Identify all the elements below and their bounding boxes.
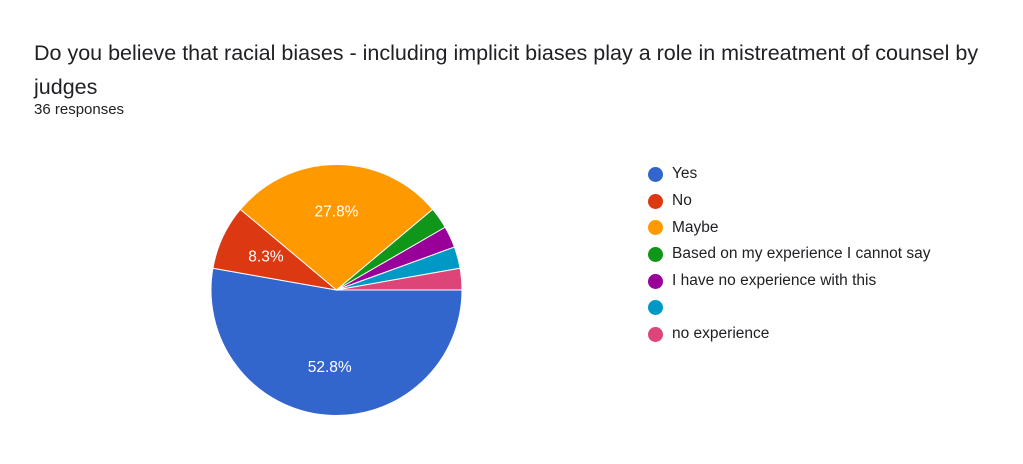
legend-item-4: I have no experience with this [648, 268, 930, 295]
legend-swatch-1 [648, 193, 663, 209]
legend-item-1: No [648, 188, 930, 215]
legend-swatch-4 [648, 273, 663, 289]
legend-item-3: Based on my experience I cannot say [648, 241, 930, 268]
legend-label-3: Based on my experience I cannot say [672, 245, 931, 263]
legend-item-5 [648, 294, 930, 321]
legend-item-0: Yes [648, 161, 930, 188]
legend-swatch-2 [648, 220, 663, 236]
legend-swatch-6 [648, 326, 663, 342]
chart-title: Do you believe that racial biases - incl… [34, 41, 979, 99]
pie-slice-0 [210, 267, 463, 416]
chart-legend: Yes No Maybe Based on my experience I canno… [648, 161, 930, 348]
legend-swatch-3 [648, 246, 663, 262]
legend-label-1: No [672, 192, 692, 210]
pie-slice-label-1: 8.3% [248, 249, 284, 266]
legend-item-6: no experience [648, 321, 930, 348]
legend-label-6: no experience [672, 325, 770, 343]
pie-slice-6 [336, 267, 463, 291]
legend-label-4: I have no experience with this [672, 272, 877, 290]
pie-slice-label-2: 27.8% [315, 204, 359, 221]
legend-label-0: Yes [672, 165, 698, 183]
legend-swatch-0 [648, 166, 663, 182]
response-count: 36 responses [34, 101, 125, 118]
pie-slice-2 [239, 163, 434, 291]
legend-label-2: Maybe [672, 218, 719, 236]
pie-slice-label-0: 52.8% [308, 359, 352, 376]
legend-item-2: Maybe [648, 214, 930, 241]
legend-swatch-5 [648, 300, 663, 316]
